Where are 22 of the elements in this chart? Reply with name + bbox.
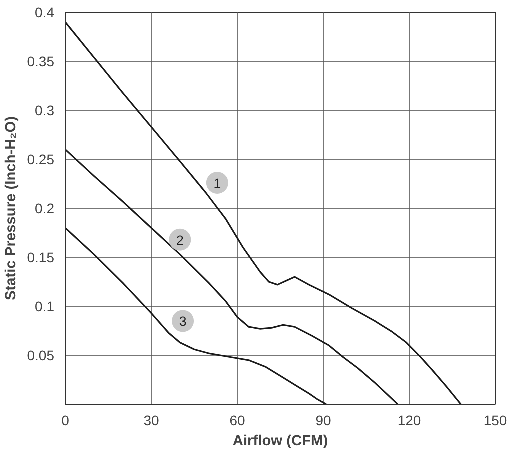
x-tick-label: 0 (62, 412, 70, 428)
line-series (66, 22, 462, 404)
x-tick-label: 90 (316, 412, 332, 428)
y-axis-title: Static Pressure (Inch-H₂O) (3, 116, 20, 301)
y-tick-label: 0.4 (35, 4, 55, 20)
y-tick-label: 0.15 (27, 250, 55, 266)
x-tick-label: 60 (230, 412, 246, 428)
y-tick-label: 0.1 (35, 298, 55, 314)
y-tick-label: 0.05 (27, 348, 55, 364)
x-axis-title: Airflow (CFM) (232, 434, 328, 450)
y-tick-label: 0.3 (35, 102, 55, 118)
line-series (66, 227, 328, 404)
annotation: 3 (179, 314, 187, 330)
line-series (66, 148, 399, 404)
y-tick-label: 0.35 (27, 54, 55, 70)
x-tick-label: 150 (484, 412, 508, 428)
y-tick-label: 0.25 (27, 152, 55, 168)
annotation: 1 (214, 176, 222, 192)
y-tick-label: 0.2 (35, 200, 55, 216)
x-tick-label: 30 (144, 412, 160, 428)
x-tick-label: 120 (398, 412, 422, 428)
annotation: 2 (176, 232, 184, 248)
